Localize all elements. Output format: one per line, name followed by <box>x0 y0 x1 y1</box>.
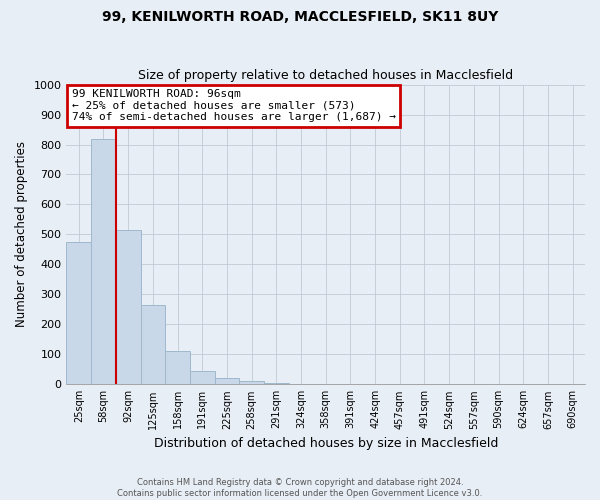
Y-axis label: Number of detached properties: Number of detached properties <box>15 142 28 328</box>
Bar <box>190 371 215 384</box>
Text: 99 KENILWORTH ROAD: 96sqm
← 25% of detached houses are smaller (573)
74% of semi: 99 KENILWORTH ROAD: 96sqm ← 25% of detac… <box>71 89 395 122</box>
Text: 99, KENILWORTH ROAD, MACCLESFIELD, SK11 8UY: 99, KENILWORTH ROAD, MACCLESFIELD, SK11 … <box>102 10 498 24</box>
Bar <box>264 383 289 384</box>
X-axis label: Distribution of detached houses by size in Macclesfield: Distribution of detached houses by size … <box>154 437 498 450</box>
Bar <box>116 230 140 384</box>
Bar <box>67 242 91 384</box>
Bar <box>215 378 239 384</box>
Bar <box>140 305 165 384</box>
Bar <box>91 138 116 384</box>
Title: Size of property relative to detached houses in Macclesfield: Size of property relative to detached ho… <box>138 69 513 82</box>
Text: Contains HM Land Registry data © Crown copyright and database right 2024.
Contai: Contains HM Land Registry data © Crown c… <box>118 478 482 498</box>
Bar <box>165 352 190 384</box>
Bar <box>239 382 264 384</box>
